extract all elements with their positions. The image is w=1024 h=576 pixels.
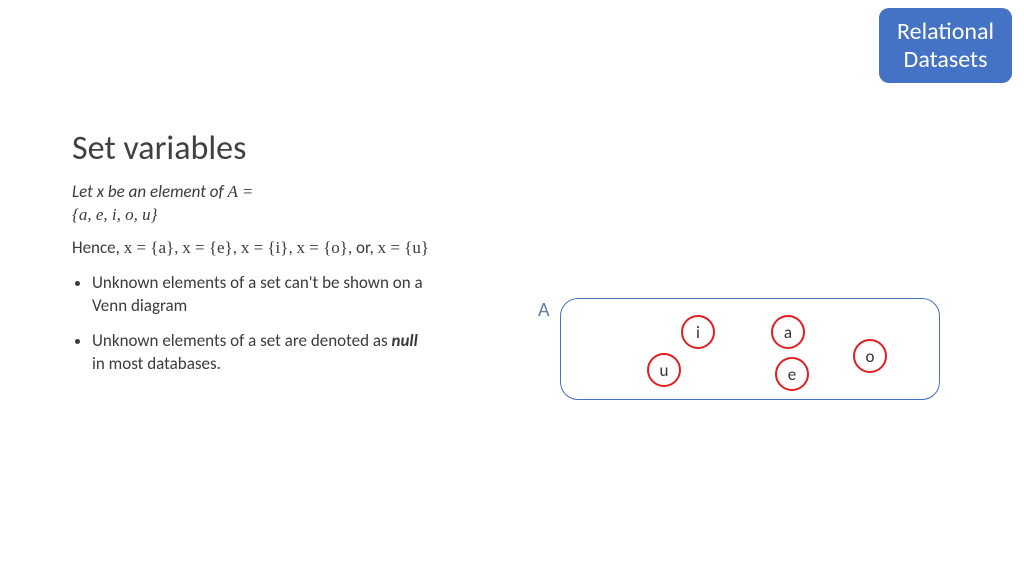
badge-line2: Datasets: [904, 45, 988, 74]
badge-line1: Relational: [897, 17, 994, 46]
hence-p2: x = {i}: [241, 238, 289, 257]
text-column: Let x be an element of A = {a, e, i, o, …: [72, 181, 432, 376]
set-element-e: e: [775, 357, 809, 391]
intro-close: }: [151, 205, 158, 224]
hence-p0: x = {a}: [124, 238, 174, 257]
set-label-A: A: [538, 298, 550, 322]
bullet-text-before: Unknown elements of a set are denoted as: [92, 330, 392, 351]
bullet-list: Unknown elements of a set can't be shown…: [72, 272, 432, 376]
set-box: i a o u e: [560, 298, 940, 400]
intro-A: A: [228, 182, 238, 201]
venn-diagram: A iaoue: [560, 298, 940, 408]
hence-p3: x = {o}: [297, 238, 348, 257]
bullet-item: Unknown elements of a set are denoted as…: [92, 330, 432, 376]
intro-line: Let x be an element of A = {a, e, i, o, …: [72, 181, 432, 227]
bullet-em: null: [392, 330, 418, 351]
intro-prefix: Let x be an element of: [72, 181, 228, 202]
topic-badge: Relational Datasets: [879, 8, 1012, 83]
hence-p1: x = {e}: [182, 238, 232, 257]
intro-eq: =: [238, 182, 254, 201]
slide-title: Set variables: [72, 128, 952, 169]
bullet-text-before: Unknown elements of a set can't be shown…: [92, 272, 423, 316]
slide-body: Set variables Let x be an element of A =…: [72, 128, 952, 388]
intro-members: a, e, i, o, u: [79, 205, 151, 224]
hence-s3: , or,: [348, 237, 378, 258]
set-element-o: o: [853, 339, 887, 373]
set-element-i: i: [681, 315, 715, 349]
bullet-item: Unknown elements of a set can't be shown…: [92, 272, 432, 318]
hence-prefix: Hence,: [72, 237, 124, 258]
hence-s1: ,: [233, 237, 241, 258]
intro-open: {: [72, 205, 79, 224]
hence-p4: x = {u}: [378, 238, 429, 257]
set-element-a: a: [771, 315, 805, 349]
hence-s2: ,: [288, 237, 296, 258]
bullet-text-after: in most databases.: [92, 353, 221, 374]
set-element-u: u: [647, 353, 681, 387]
hence-line: Hence, x = {a}, x = {e}, x = {i}, x = {o…: [72, 237, 432, 260]
